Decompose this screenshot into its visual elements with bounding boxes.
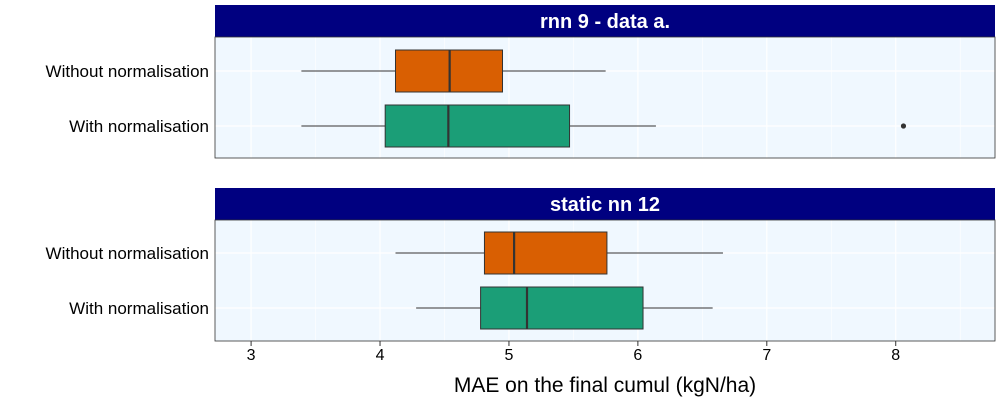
facet-static: static nn 12 Without normalisation With … [46, 188, 996, 342]
panel-background [215, 37, 995, 158]
box-iqr [483, 231, 608, 275]
box-with-normalisation [301, 104, 907, 148]
x-axis-ticks: 3 4 5 6 7 8 [247, 341, 900, 364]
facet-title: rnn 9 - data a. [540, 11, 670, 33]
category-label-without-normalisation: Without normalisation [46, 62, 209, 81]
x-tick-label: 3 [247, 347, 256, 364]
outlier-point [900, 123, 907, 129]
box-without-normalisation [395, 231, 723, 275]
x-axis: 3 4 5 6 7 8 MAE on the final cumul (kgN/ha) [247, 341, 900, 397]
x-tick-label: 6 [633, 347, 642, 364]
facet-rnn: rnn 9 - data a. Without normalisation Wi… [46, 5, 996, 159]
x-tick-label: 5 [504, 347, 513, 364]
x-tick-label: 4 [376, 347, 385, 364]
x-tick-label: 8 [891, 347, 900, 364]
box-with-normalisation [416, 286, 713, 330]
facet-title: static nn 12 [550, 194, 660, 216]
box-without-normalisation [301, 49, 606, 93]
category-label-with-normalisation: With normalisation [69, 299, 209, 318]
category-label-with-normalisation: With normalisation [69, 117, 209, 136]
facet-strip [215, 188, 995, 220]
box-iqr [480, 286, 644, 330]
x-axis-title: MAE on the final cumul (kgN/ha) [454, 374, 756, 397]
box-iqr [384, 104, 571, 148]
panel-border [214, 36, 996, 159]
facet-strip [215, 5, 995, 37]
panel-border [214, 219, 996, 342]
category-label-without-normalisation: Without normalisation [46, 244, 209, 263]
x-tick-label: 7 [762, 347, 771, 364]
